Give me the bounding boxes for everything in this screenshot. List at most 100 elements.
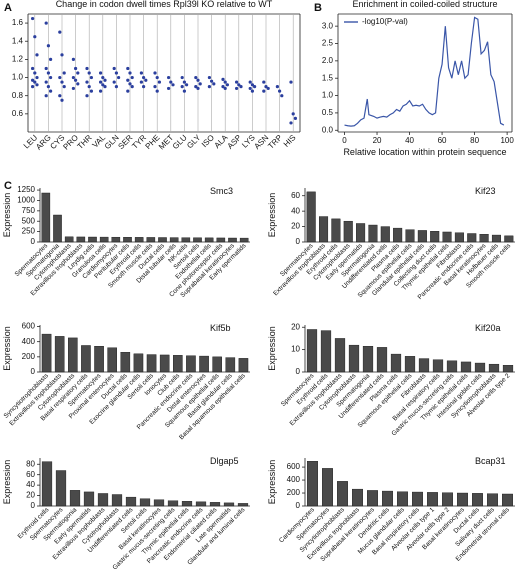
- data-point: [157, 80, 161, 84]
- data-point: [194, 75, 198, 80]
- bar: [173, 355, 183, 373]
- y-tick-label: 0.8: [12, 91, 24, 100]
- data-point: [182, 80, 186, 84]
- y-tick-label: 20: [291, 222, 300, 231]
- bar: [111, 494, 123, 507]
- bar: [376, 347, 388, 373]
- bar: [139, 498, 151, 507]
- bar: [169, 237, 179, 243]
- bar: [153, 499, 165, 507]
- data-point: [99, 71, 103, 75]
- data-point: [223, 86, 227, 91]
- data-point: [169, 80, 173, 84]
- bar: [460, 361, 472, 373]
- data-point: [250, 83, 254, 87]
- data-point: [280, 94, 284, 98]
- bar: [393, 227, 403, 243]
- data-point: [207, 85, 211, 89]
- bar: [53, 214, 62, 243]
- y-tick-label: 40: [291, 206, 300, 215]
- bar: [432, 359, 444, 373]
- bar: [97, 493, 109, 507]
- bar: [181, 501, 193, 507]
- data-point: [33, 71, 37, 75]
- bar: [331, 218, 341, 243]
- y-tick-label: 60: [26, 470, 35, 479]
- bar: [348, 344, 360, 373]
- panel-label: C: [4, 180, 12, 192]
- y-axis-label: Expression: [267, 326, 277, 371]
- bar: [446, 360, 458, 373]
- data-point: [235, 86, 239, 91]
- y-tick-label: 1250: [17, 185, 35, 194]
- data-point: [139, 80, 143, 84]
- bar: [223, 502, 235, 507]
- data-point: [278, 89, 282, 93]
- bar: [55, 470, 67, 507]
- bar: [41, 333, 52, 373]
- bar: [209, 502, 221, 507]
- data-point: [112, 66, 116, 71]
- bar: [68, 337, 78, 373]
- data-point: [155, 89, 159, 93]
- y-tick-label: 10: [291, 345, 300, 354]
- y-tick-label: 60: [291, 191, 300, 200]
- y-tick-label: 200: [22, 352, 36, 361]
- data-point: [239, 85, 243, 89]
- bar: [380, 226, 390, 243]
- data-point: [117, 75, 121, 80]
- data-point: [264, 85, 268, 89]
- bar: [199, 355, 209, 373]
- bar: [111, 236, 121, 243]
- x-tick-label: 0: [342, 136, 347, 145]
- bar: [64, 236, 74, 243]
- legend-label: -log10(P-val): [362, 17, 408, 26]
- data-point: [49, 57, 53, 61]
- data-point: [126, 78, 130, 82]
- data-point: [126, 89, 130, 93]
- bar: [94, 346, 104, 373]
- bar: [337, 481, 348, 507]
- bar: [69, 490, 81, 507]
- data-point: [85, 66, 89, 71]
- data-point: [85, 80, 89, 84]
- bar: [404, 356, 416, 373]
- x-tick-label: 80: [470, 136, 479, 145]
- bar: [88, 236, 97, 243]
- y-tick-label: 0: [31, 237, 36, 246]
- data-point: [103, 85, 107, 89]
- data-point: [62, 85, 66, 89]
- y-tick-label: 40: [26, 480, 35, 489]
- data-point: [60, 80, 64, 84]
- bar: [417, 230, 427, 243]
- x-axis-label: Relative location within protein sequenc…: [343, 147, 506, 157]
- bar: [120, 352, 131, 373]
- chart-title: Change in codon dwell times Rpl39l KO re…: [56, 0, 273, 9]
- data-point: [58, 30, 62, 34]
- bar: [125, 496, 137, 507]
- y-tick-label: 20: [26, 491, 35, 500]
- y-axis-label: Expression: [2, 193, 12, 238]
- bar: [181, 237, 191, 243]
- bar: [442, 492, 453, 507]
- data-point: [235, 80, 239, 84]
- y-axis-label: Expression: [2, 326, 12, 371]
- bar: [418, 358, 430, 373]
- data-point: [76, 82, 80, 86]
- y-tick-label: 600: [287, 462, 301, 471]
- data-point: [130, 75, 134, 80]
- data-point: [198, 82, 202, 86]
- bar: [204, 237, 214, 243]
- bar: [146, 237, 156, 243]
- chart-title: Enrichment in coiled-coiled structure: [352, 0, 497, 9]
- bar: [228, 237, 237, 243]
- y-axis-label: Expression: [2, 460, 12, 505]
- y-tick-label: 0: [31, 367, 36, 376]
- data-point: [101, 75, 105, 80]
- chart-title: Dlgap5: [210, 456, 239, 466]
- bar: [427, 492, 438, 507]
- chart-title: Kif20a: [475, 323, 501, 333]
- bar: [487, 493, 498, 507]
- data-point: [46, 44, 51, 48]
